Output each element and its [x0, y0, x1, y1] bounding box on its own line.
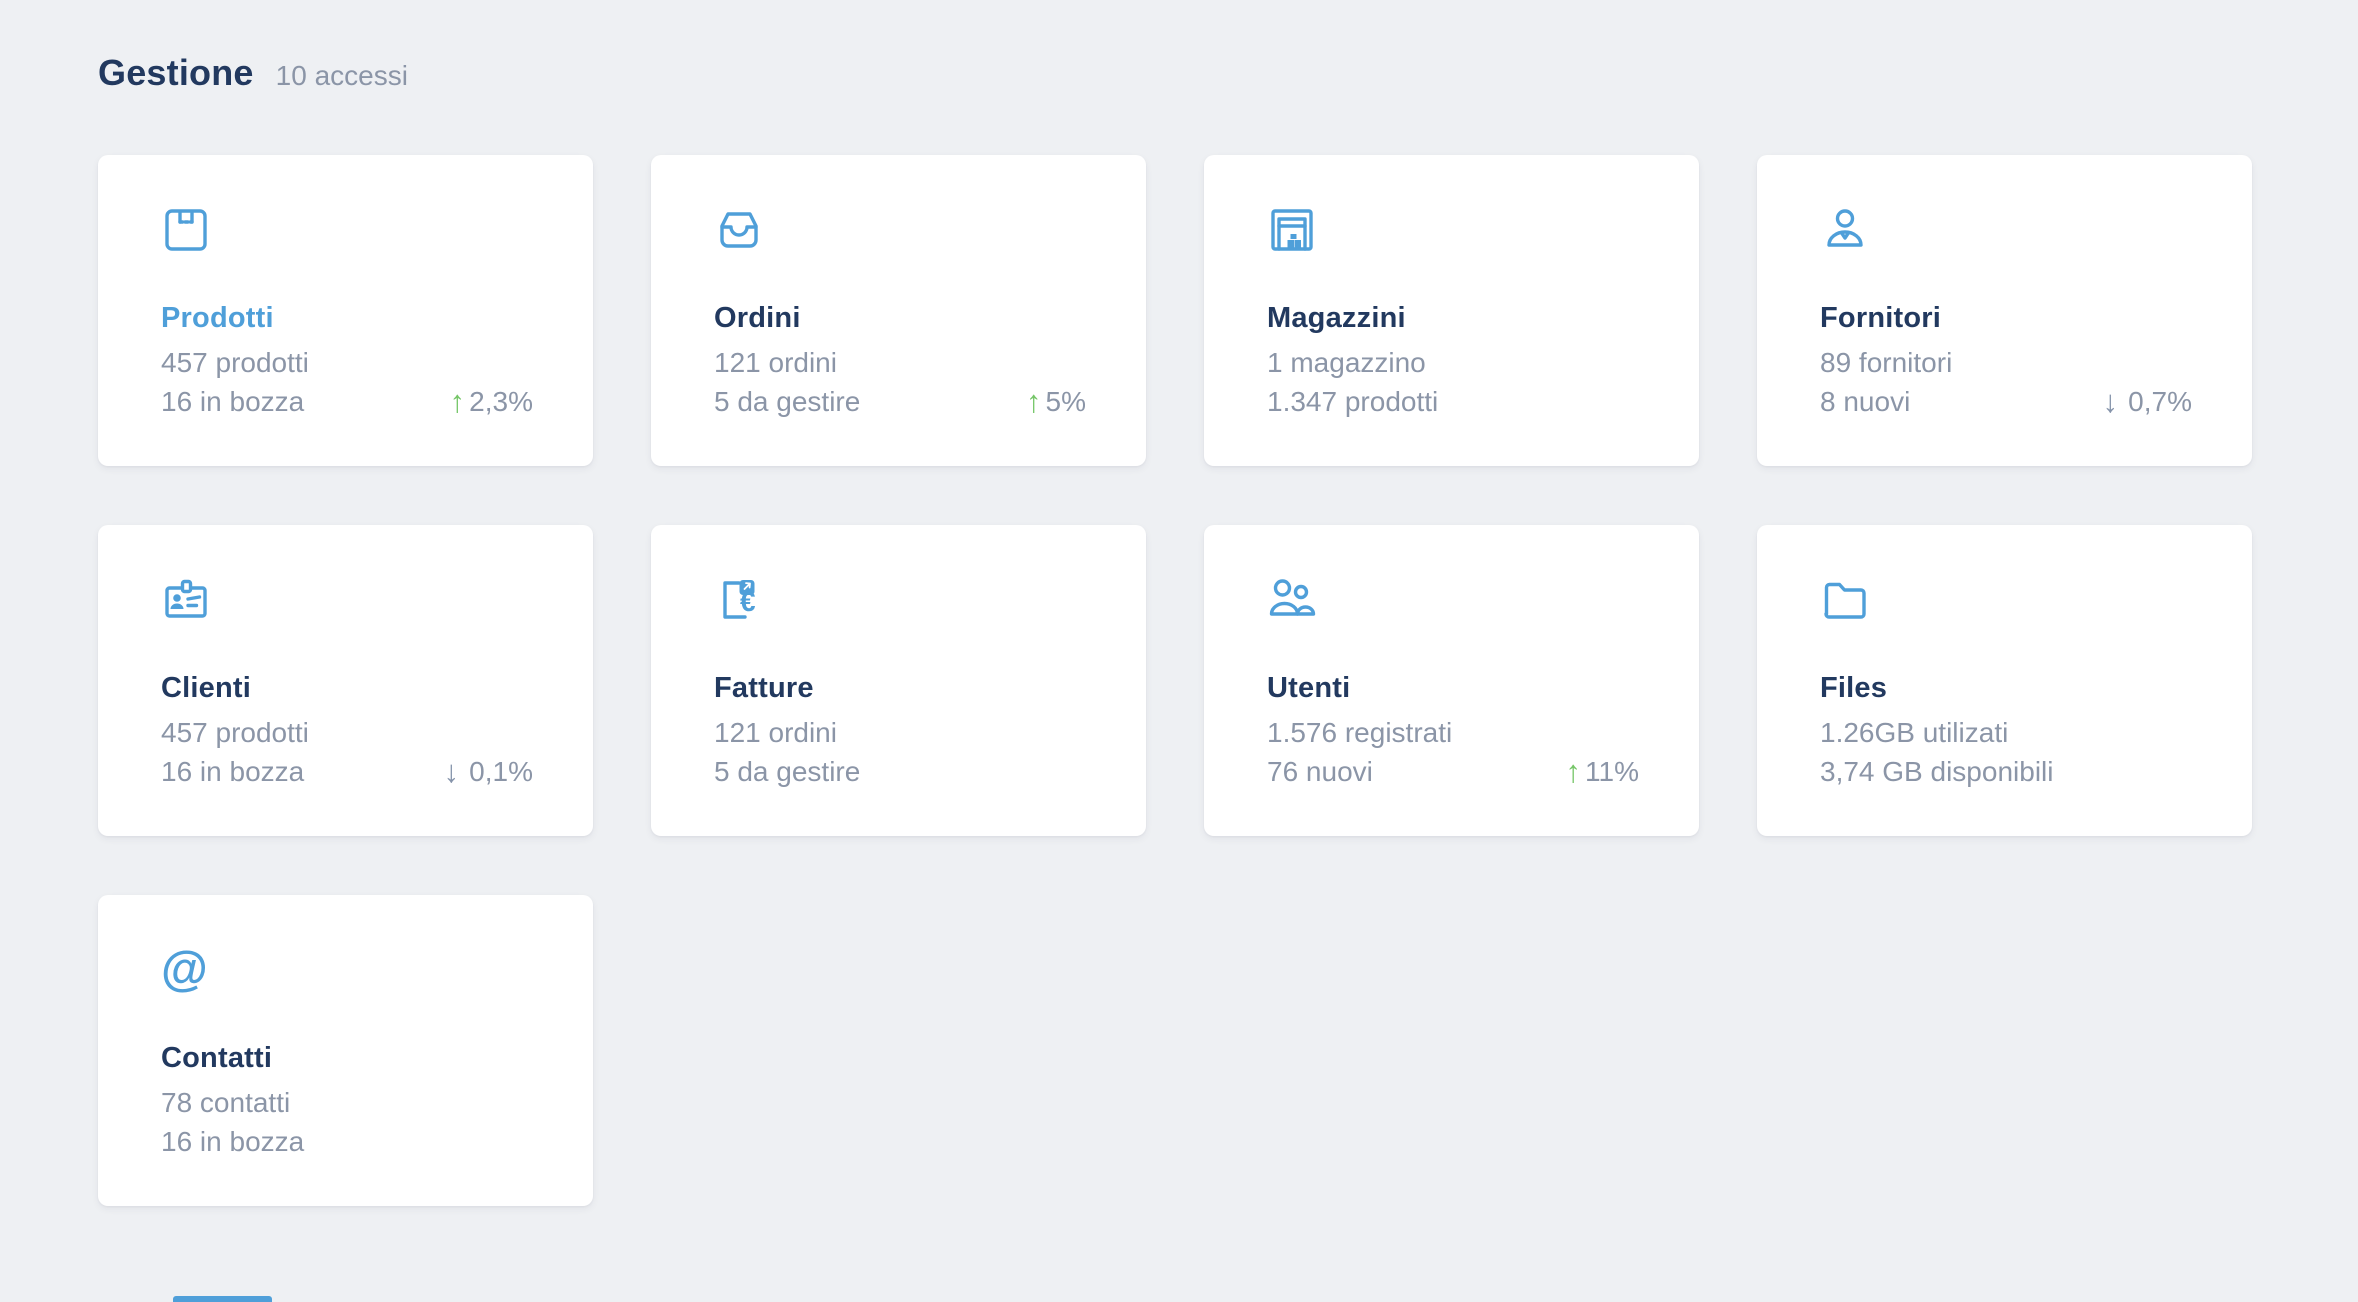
arrow-down-icon: ↓ — [443, 753, 460, 789]
user-icon — [1820, 205, 2192, 255]
card-title: Files — [1820, 672, 1888, 704]
card-title: Prodotti — [161, 302, 274, 334]
card-stat-line: 16 in bozza — [161, 386, 305, 417]
card-stat-line: 16 in bozza — [161, 756, 305, 787]
card-prodotti[interactable]: Prodotti 457 prodotti 16 in bozza ↑ 2,3% — [98, 155, 593, 466]
card-magazzini[interactable]: Magazzini 1 magazzino 1.347 prodotti — [1204, 155, 1699, 466]
card-stat-line: 5 da gestire — [714, 756, 861, 787]
card-title: Utenti — [1267, 672, 1351, 704]
card-stat-line: 121 ordini — [714, 347, 837, 378]
card-stat-line: 1.347 prodotti — [1267, 386, 1439, 417]
at-sign-icon: @ — [161, 943, 208, 996]
bottom-accent-bar — [173, 1296, 272, 1302]
card-utenti[interactable]: Utenti 1.576 registrati 76 nuovi ↑ 11% — [1204, 525, 1699, 836]
trend-value: 0,1% — [469, 755, 533, 787]
card-title: Fatture — [714, 672, 814, 704]
trend-value: 2,3% — [469, 385, 533, 417]
trend-indicator: ↑ 2,3% — [450, 384, 533, 420]
card-stat-line: 78 contatti — [161, 1087, 291, 1118]
trend-value: 11% — [1585, 755, 1639, 787]
card-ordini[interactable]: Ordini 121 ordini 5 da gestire ↑ 5% — [651, 155, 1146, 466]
card-stat-line: 76 nuovi — [1267, 756, 1373, 787]
card-stat-line: 121 ordini — [714, 717, 837, 748]
page-header: Gestione 10 accessi — [98, 52, 408, 94]
arrow-down-icon: ↓ — [2102, 383, 2119, 419]
card-fornitori[interactable]: Fornitori 89 fornitori 8 nuovi ↓ 0,7% — [1757, 155, 2252, 466]
trend-value: 0,7% — [2128, 385, 2192, 417]
inbox-icon — [714, 205, 1086, 255]
users-icon — [1267, 575, 1639, 625]
card-stat-line: 16 in bozza — [161, 1126, 305, 1157]
card-title: Fornitori — [1820, 302, 1942, 334]
card-stat-line: 89 fornitori — [1820, 347, 1953, 378]
card-stat-line: 3,74 GB disponibili — [1820, 756, 2054, 787]
arrow-up-icon: ↑ — [1026, 383, 1042, 419]
card-stat-line: 5 da gestire — [714, 386, 861, 417]
package-icon — [161, 205, 533, 255]
card-stat-line: 457 prodotti — [161, 347, 309, 378]
card-title: Clienti — [161, 672, 252, 704]
card-stat-line: 457 prodotti — [161, 717, 309, 748]
id-badge-icon — [161, 575, 533, 625]
access-count-label: 10 accessi — [275, 60, 408, 91]
card-files[interactable]: Files 1.26GB utilizati 3,74 GB disponibi… — [1757, 525, 2252, 836]
card-stat-line: 1 magazzino — [1267, 347, 1426, 378]
trend-indicator: ↑ 11% — [1566, 754, 1639, 790]
svg-text:€: € — [740, 586, 756, 617]
card-stat-line: 1.576 registrati — [1267, 717, 1453, 748]
card-title: Ordini — [714, 302, 801, 334]
trend-value: 5% — [1045, 385, 1086, 417]
card-title: Contatti — [161, 1042, 273, 1074]
card-contatti[interactable]: @ Contatti 78 contatti 16 in bozza — [98, 895, 593, 1206]
card-stat-line: 1.26GB utilizati — [1820, 717, 2009, 748]
page-title: Gestione — [98, 52, 254, 93]
warehouse-icon — [1267, 205, 1639, 255]
invoice-euro-icon: € — [714, 575, 1086, 625]
card-fatture[interactable]: € Fatture 121 ordini 5 da gestire — [651, 525, 1146, 836]
trend-indicator: ↓ 0,1% — [444, 754, 533, 790]
card-stat-line: 8 nuovi — [1820, 386, 1911, 417]
arrow-up-icon: ↑ — [1565, 753, 1582, 789]
cards-grid: Prodotti 457 prodotti 16 in bozza ↑ 2,3%… — [98, 155, 2252, 1206]
trend-indicator: ↑ 5% — [1026, 384, 1086, 420]
card-clienti[interactable]: Clienti 457 prodotti 16 in bozza ↓ 0,1% — [98, 525, 593, 836]
folder-icon — [1820, 575, 2192, 625]
arrow-up-icon: ↑ — [449, 383, 466, 419]
trend-indicator: ↓ 0,7% — [2103, 384, 2192, 420]
card-title: Magazzini — [1267, 302, 1406, 334]
